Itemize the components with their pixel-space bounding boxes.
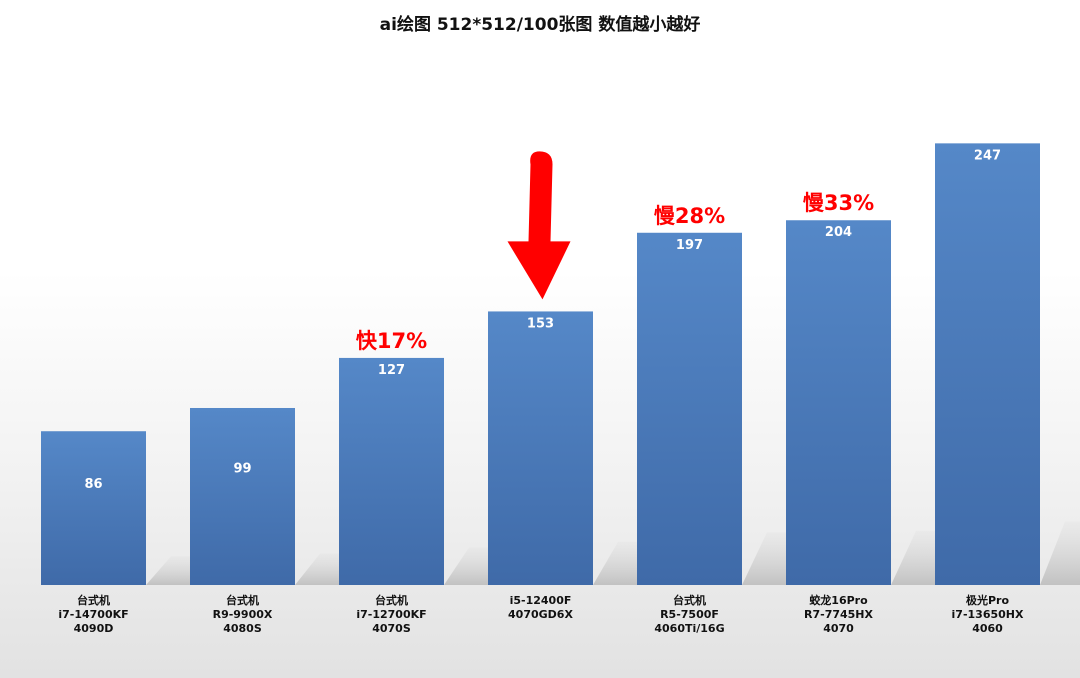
bar: [637, 232, 742, 585]
red-arrow-icon: [507, 151, 571, 300]
bar-shadow: [1040, 521, 1080, 585]
x-axis-labels: 台式机 i7-14700KF 4090D 台式机 R9-9900X 4080S 台式机 i7-…: [58, 593, 1024, 635]
annotation-label: 慢28%: [654, 204, 725, 228]
x-tick-label: i5-12400F 4070GD6X: [508, 594, 573, 621]
chart-title: ai绘图 512*512/100张图 数值越小越好: [379, 15, 701, 35]
value-label: 99: [233, 461, 251, 476]
x-tick-label: 蛟龙16Pro R7-7745HX 4070: [804, 593, 874, 635]
x-tick-label: 台式机 i7-12700KF 4070S: [356, 593, 426, 635]
value-label: 153: [527, 316, 554, 331]
annotation-label: 慢33%: [803, 191, 874, 215]
bar: [786, 220, 891, 586]
value-label: 127: [378, 363, 405, 378]
bar: [339, 357, 444, 585]
bar: [488, 311, 593, 585]
value-label: 197: [676, 238, 703, 253]
x-tick-label: 台式机 R5-7500F 4060Ti/16G: [654, 593, 724, 635]
annotations: 快17% 慢28% 慢33%: [356, 191, 874, 353]
x-tick-label: 台式机 R9-9900X 4080S: [213, 593, 273, 635]
value-label: 86: [84, 477, 102, 492]
bar: [190, 407, 295, 585]
bars: [41, 143, 1040, 586]
highlight-arrow: [507, 151, 571, 300]
bar: [935, 143, 1040, 585]
bar: [41, 431, 146, 585]
value-label: 247: [974, 148, 1001, 163]
value-label: 204: [825, 225, 852, 240]
x-tick-label: 台式机 i7-14700KF 4090D: [58, 593, 128, 635]
value-labels: 86 99 127 153 197 204 247: [84, 148, 1001, 492]
annotation-label: 快17%: [356, 329, 427, 353]
x-tick-label: 极光Pro i7-13650HX 4060: [952, 593, 1024, 635]
